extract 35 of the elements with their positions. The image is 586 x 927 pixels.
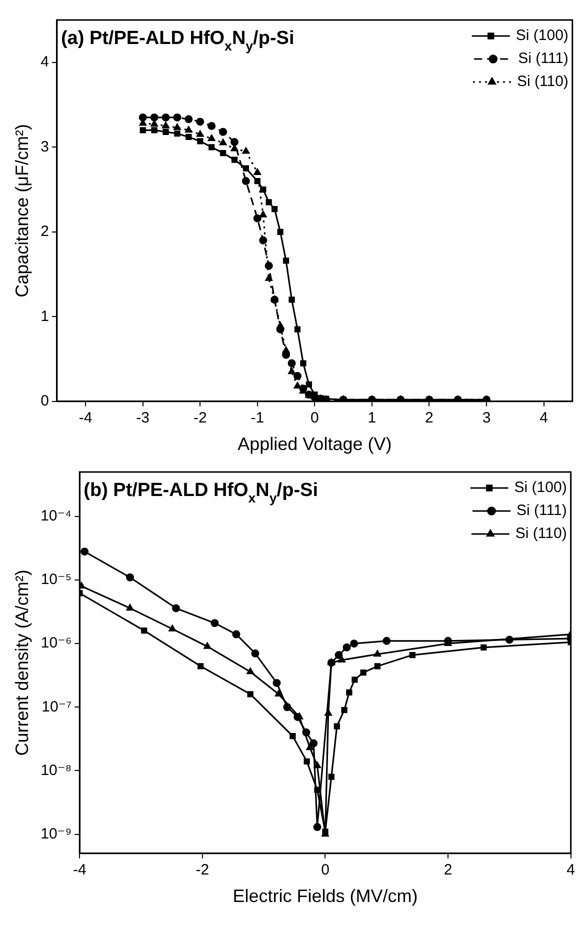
x-tick-label: -4 xyxy=(72,862,86,879)
y-tick-label: 3 xyxy=(40,138,49,156)
y-tick-label: 1 xyxy=(40,308,49,325)
y-axis-title: Current density (A/cm²) xyxy=(12,570,32,756)
legend-label: Si (111) xyxy=(518,50,568,68)
x-tick-label: -2 xyxy=(196,862,210,879)
x-tick-label: -4 xyxy=(78,410,92,427)
x-tick-label: -2 xyxy=(193,410,207,427)
y-tick-label: 10⁻⁸ xyxy=(40,762,72,779)
legend-label: Si (100) xyxy=(514,479,567,496)
y-tick-label: 10⁻⁹ xyxy=(40,825,72,842)
x-axis-title: Applied Voltage (V) xyxy=(238,434,392,454)
legend-label: Si (111) xyxy=(516,502,567,520)
x-tick-label: 1 xyxy=(368,410,376,427)
x-tick-label: 2 xyxy=(444,862,452,879)
y-tick-label: 2 xyxy=(40,223,49,240)
y-tick-label: 4 xyxy=(40,54,49,71)
x-tick-label: 2 xyxy=(425,410,434,427)
x-tick-label: 3 xyxy=(482,410,491,427)
y-tick-label: 0 xyxy=(40,392,49,410)
y-tick-label: 10⁻⁷ xyxy=(42,698,72,716)
x-tick-label: -1 xyxy=(250,410,264,427)
y-axis-title: Capacitance (μF/cm²) xyxy=(12,124,32,298)
x-tick-label: 4 xyxy=(540,410,548,427)
y-tick-label: 10⁻⁵ xyxy=(40,571,72,588)
legend-label: Si (110) xyxy=(515,525,567,542)
x-tick-label: 0 xyxy=(310,410,319,427)
y-tick-label: 10⁻⁴ xyxy=(40,508,72,525)
x-axis-title: Electric Fields (MV/cm) xyxy=(232,886,418,906)
legend-label: Si (100) xyxy=(516,27,568,44)
y-tick-label: 10⁻⁶ xyxy=(40,634,72,652)
x-tick-label: 4 xyxy=(566,862,575,879)
x-tick-label: 0 xyxy=(321,862,330,879)
x-tick-label: -3 xyxy=(136,410,150,427)
legend-label: Si (110) xyxy=(516,73,568,90)
